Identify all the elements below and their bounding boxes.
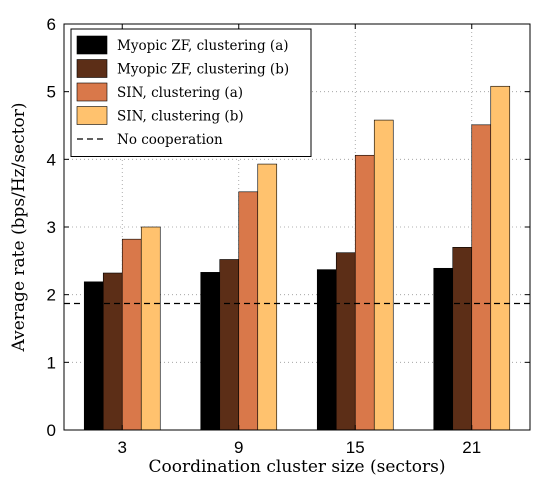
y-tick-label: 4 [47, 150, 56, 169]
legend-swatch [76, 35, 108, 55]
x-tick-label: 9 [234, 438, 243, 457]
bar [219, 259, 240, 431]
bar [471, 124, 492, 431]
legend-swatch [76, 59, 108, 78]
bar [373, 119, 394, 431]
bar [238, 191, 259, 431]
bar [140, 226, 161, 431]
bar [257, 163, 278, 431]
bar [102, 272, 123, 431]
y-tick-label: 2 [47, 286, 56, 305]
y-tick-labels: 0 1 2 3 4 5 6 [47, 15, 56, 440]
x-axis-label: Coordination cluster size (sectors) [149, 457, 446, 477]
bar [490, 85, 511, 431]
bars [83, 85, 511, 431]
bar [335, 252, 356, 431]
bar [354, 154, 375, 431]
x-tick-label: 21 [462, 438, 481, 457]
bar [200, 272, 221, 431]
legend-label: SIN, clustering (b) [117, 109, 244, 125]
x-tick-label: 3 [118, 438, 127, 457]
legend: Myopic ZF, clustering (a) Myopic ZF, clus… [70, 28, 312, 157]
legend-label: SIN, clustering (a) [117, 85, 243, 101]
bar [433, 267, 454, 431]
y-axis-label: Average rate (bps/Hz/sector) [9, 103, 29, 353]
axis-ticks [64, 23, 530, 431]
legend-swatch [76, 82, 108, 102]
bar [316, 269, 337, 431]
legend-box [70, 28, 312, 157]
x-tick-label: 15 [346, 438, 365, 457]
y-tick-label: 1 [47, 353, 56, 372]
y-tick-label: 3 [47, 218, 56, 237]
y-tick-label: 0 [47, 421, 56, 440]
y-tick-label: 5 [47, 83, 56, 102]
legend-label: Myopic ZF, clustering (b) [117, 62, 289, 78]
legend-swatch [76, 106, 108, 125]
y-tick-label: 6 [47, 15, 56, 34]
legend-label: No cooperation [117, 132, 223, 148]
bar [121, 238, 142, 431]
x-tick-labels: 3 9 15 21 [118, 438, 482, 457]
bar [452, 247, 473, 431]
legend-label: Myopic ZF, clustering (a) [117, 38, 289, 54]
